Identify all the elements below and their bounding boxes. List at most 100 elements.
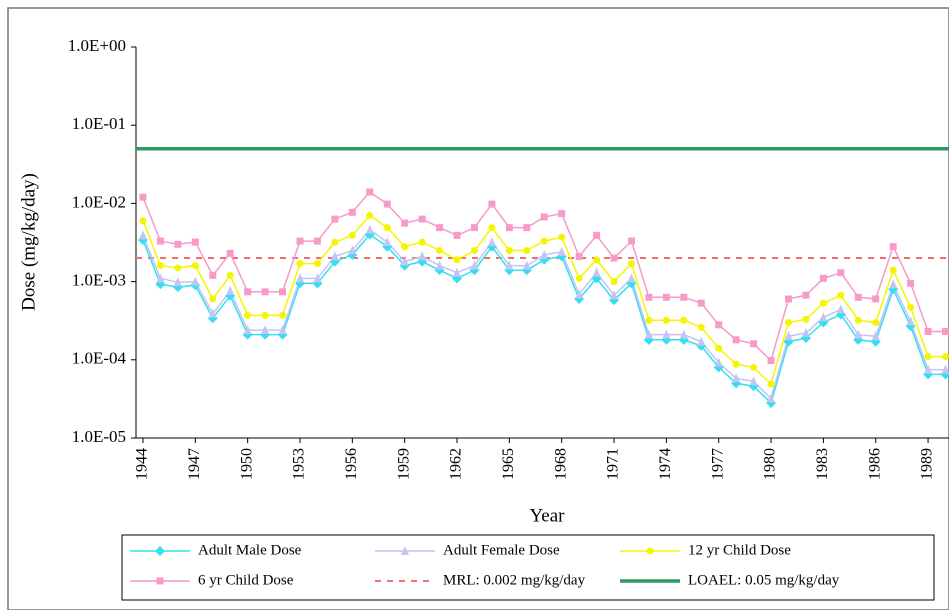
marker bbox=[209, 295, 217, 303]
marker bbox=[732, 336, 740, 344]
marker bbox=[680, 316, 688, 324]
marker bbox=[226, 271, 234, 279]
marker bbox=[331, 238, 339, 246]
marker bbox=[296, 260, 304, 268]
marker bbox=[453, 231, 461, 239]
marker bbox=[871, 331, 880, 341]
marker bbox=[139, 217, 147, 225]
x-tick-label: 1950 bbox=[238, 448, 255, 480]
marker bbox=[453, 267, 462, 277]
marker bbox=[593, 256, 601, 264]
marker bbox=[854, 293, 862, 301]
x-tick-label: 1986 bbox=[866, 448, 883, 480]
marker bbox=[296, 237, 304, 245]
marker bbox=[941, 364, 949, 374]
marker bbox=[872, 318, 880, 326]
y-tick-label: 1.0E-03 bbox=[72, 271, 126, 290]
x-tick-label: 1965 bbox=[500, 448, 517, 480]
marker bbox=[732, 360, 740, 368]
marker bbox=[313, 260, 321, 268]
marker bbox=[209, 271, 217, 279]
marker bbox=[383, 237, 392, 247]
marker bbox=[889, 243, 897, 251]
marker bbox=[767, 356, 775, 364]
y-tick-label: 1.0E+00 bbox=[68, 36, 126, 55]
x-tick-label: 1980 bbox=[762, 448, 779, 480]
x-tick-label: 1953 bbox=[291, 448, 308, 480]
marker bbox=[470, 224, 478, 232]
marker bbox=[383, 200, 391, 208]
marker bbox=[627, 237, 635, 245]
y-tick-label: 1.0E-04 bbox=[72, 349, 127, 368]
marker bbox=[191, 262, 199, 270]
marker bbox=[278, 325, 287, 335]
marker bbox=[854, 316, 862, 324]
legend-label: 6 yr Child Dose bbox=[198, 572, 294, 588]
marker bbox=[924, 364, 933, 374]
y-tick-label: 1.0E-02 bbox=[72, 192, 126, 211]
marker bbox=[593, 231, 601, 239]
legend-marker bbox=[156, 577, 164, 585]
marker bbox=[540, 249, 549, 259]
marker bbox=[331, 215, 339, 223]
marker bbox=[313, 237, 321, 245]
legend-marker bbox=[646, 547, 654, 555]
marker bbox=[156, 262, 164, 270]
legend-box bbox=[121, 534, 935, 601]
marker bbox=[645, 293, 653, 301]
marker bbox=[366, 212, 374, 220]
marker bbox=[173, 277, 182, 287]
marker bbox=[644, 329, 653, 339]
marker bbox=[819, 274, 827, 282]
x-tick-label: 1944 bbox=[134, 448, 151, 480]
marker bbox=[836, 304, 845, 314]
marker bbox=[767, 393, 776, 403]
marker bbox=[174, 264, 182, 272]
marker bbox=[627, 273, 636, 283]
marker bbox=[191, 238, 199, 246]
x-tick-label: 1947 bbox=[186, 448, 203, 480]
marker bbox=[295, 273, 304, 283]
marker bbox=[330, 251, 339, 261]
marker bbox=[348, 231, 356, 239]
x-tick-label: 1962 bbox=[448, 448, 465, 480]
marker bbox=[714, 357, 723, 367]
marker bbox=[906, 316, 915, 326]
marker bbox=[784, 295, 792, 303]
frame bbox=[7, 7, 949, 610]
marker bbox=[802, 291, 810, 299]
marker bbox=[279, 288, 287, 296]
marker bbox=[208, 308, 217, 318]
marker bbox=[889, 266, 897, 274]
legend-marker bbox=[155, 546, 165, 556]
marker bbox=[889, 279, 898, 289]
marker bbox=[488, 224, 496, 232]
marker bbox=[907, 279, 915, 287]
legend-label: Adult Male Dose bbox=[198, 542, 302, 558]
marker bbox=[837, 269, 845, 277]
marker bbox=[505, 260, 514, 270]
marker bbox=[854, 329, 863, 339]
x-tick-label: 1974 bbox=[657, 448, 674, 480]
marker bbox=[435, 260, 444, 270]
marker bbox=[697, 299, 705, 307]
marker bbox=[558, 210, 566, 218]
marker bbox=[662, 293, 670, 301]
marker bbox=[488, 200, 496, 208]
marker bbox=[556, 251, 567, 262]
y-axis-title: Dose (mg/kg/day) bbox=[18, 173, 39, 311]
marker bbox=[523, 224, 531, 232]
marker bbox=[802, 315, 810, 323]
marker bbox=[732, 373, 741, 383]
marker bbox=[156, 273, 165, 283]
marker bbox=[401, 243, 409, 251]
y-tick-label: 1.0E-05 bbox=[72, 427, 126, 446]
marker bbox=[819, 312, 828, 322]
legend-label: MRL: 0.002 mg/kg/day bbox=[443, 572, 586, 588]
marker bbox=[627, 260, 635, 268]
x-tick-label: 1968 bbox=[552, 448, 569, 480]
marker bbox=[261, 311, 269, 319]
marker bbox=[156, 237, 164, 245]
marker bbox=[557, 246, 566, 256]
